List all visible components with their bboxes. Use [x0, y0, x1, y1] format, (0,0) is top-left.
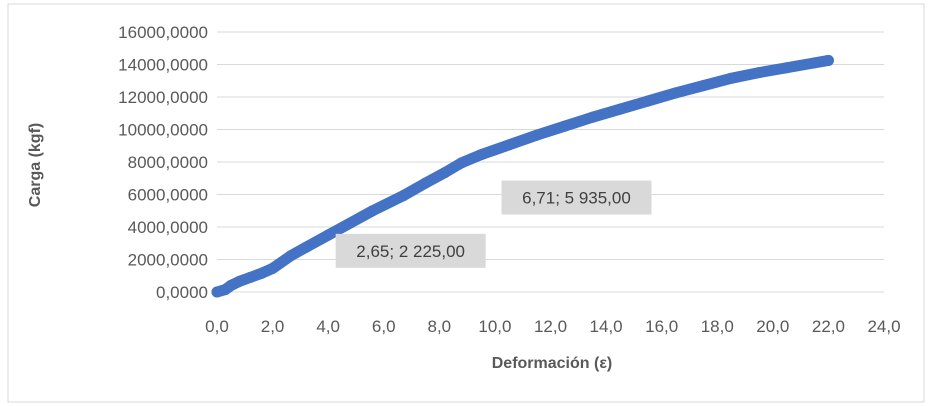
data-point	[531, 129, 543, 141]
data-point	[367, 205, 379, 217]
data-point	[225, 280, 237, 291]
data-point	[822, 54, 834, 66]
data-point	[586, 111, 598, 123]
x-tick-label: 10,0	[478, 317, 511, 336]
x-tick-label: 6,0	[372, 317, 396, 336]
y-tick-label: 4000,0000	[128, 218, 208, 237]
data-point	[322, 229, 334, 241]
data-point	[456, 157, 468, 169]
data-point	[614, 103, 626, 115]
data-point	[397, 190, 409, 202]
data-point	[211, 286, 223, 298]
y-tick-label: 8000,0000	[128, 153, 208, 172]
data-annotations: 6,71; 5 935,00 2,65; 2 225,00	[335, 180, 652, 268]
data-label-box	[501, 180, 652, 215]
data-point	[809, 57, 821, 69]
x-tick-label: 24,0	[867, 317, 900, 336]
x-tick-label: 20,0	[756, 317, 789, 336]
y-tick-label: 6000,0000	[128, 186, 208, 205]
data-label: 2,65; 2 225,00	[335, 233, 486, 268]
x-tick-label: 18,0	[701, 317, 734, 336]
data-point	[503, 139, 515, 151]
x-axis-title: Deformación (ε)	[492, 355, 613, 372]
data-label-text: 6,71; 5 935,00	[522, 189, 631, 208]
data-point	[255, 267, 267, 279]
x-tick-label: 8,0	[428, 317, 452, 336]
data-point	[344, 217, 356, 229]
data-point	[285, 250, 297, 262]
data-point	[475, 149, 487, 161]
x-tick-label: 16,0	[645, 317, 678, 336]
data-point	[558, 120, 570, 132]
y-tick-label: 2000,0000	[128, 251, 208, 270]
data-point	[244, 271, 256, 283]
data-point	[670, 87, 682, 99]
data-point	[419, 177, 431, 189]
x-tick-label: 22,0	[812, 317, 845, 336]
x-tick-label: 0,0	[205, 317, 229, 336]
data-point	[781, 62, 793, 74]
data-point	[233, 275, 245, 287]
data-series	[211, 54, 834, 298]
data-label-box	[335, 233, 486, 268]
x-tick-label: 4,0	[316, 317, 340, 336]
data-point	[753, 67, 765, 79]
data-point	[697, 80, 709, 92]
y-axis-title: Carga (kgf)	[27, 123, 44, 207]
x-tick-label: 12,0	[534, 317, 567, 336]
axes: 0,0000 2000,0000 4000,0000 6000,0000 8000,00…	[118, 23, 900, 336]
data-label: 6,71; 5 935,00	[501, 180, 652, 215]
data-point	[300, 241, 312, 253]
y-tick-label: 12000,0000	[118, 88, 208, 107]
data-label-text: 2,65; 2 225,00	[356, 242, 465, 261]
data-point	[642, 95, 654, 107]
x-tick-label: 14,0	[590, 317, 623, 336]
y-tick-label: 0,0000	[156, 283, 208, 302]
x-tick-label: 2,0	[261, 317, 285, 336]
data-point	[267, 262, 279, 274]
y-tick-label: 16000,0000	[118, 23, 208, 42]
data-point	[439, 167, 451, 179]
y-tick-label: 10000,0000	[118, 121, 208, 140]
y-tick-label: 14000,0000	[118, 56, 208, 75]
data-point	[725, 72, 737, 84]
